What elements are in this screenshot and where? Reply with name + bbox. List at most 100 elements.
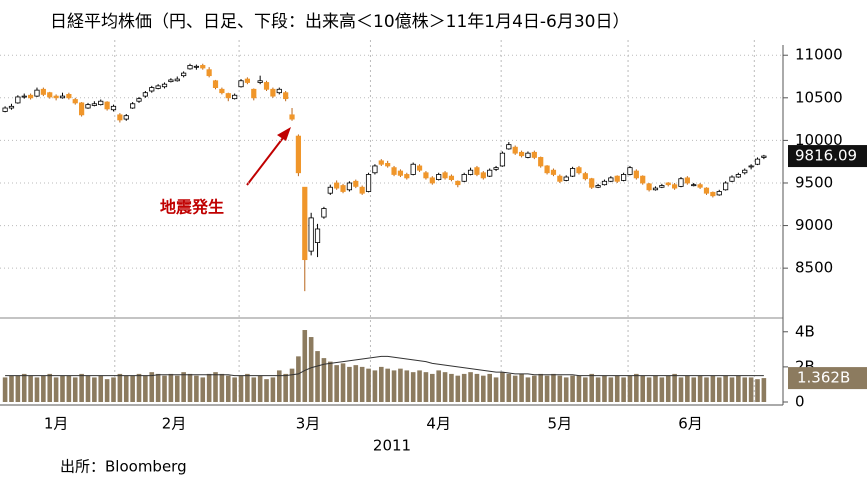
volume-bar bbox=[117, 373, 123, 402]
candle-body bbox=[212, 80, 219, 88]
x-tick-label: 2月 bbox=[162, 415, 187, 433]
arrow-head bbox=[277, 127, 291, 141]
volume-bar bbox=[168, 373, 174, 402]
candle-body bbox=[142, 92, 148, 97]
volume-bar bbox=[608, 377, 614, 402]
volume-bar bbox=[366, 368, 371, 402]
y-tick-label: 11000 bbox=[795, 46, 843, 64]
candle-body bbox=[98, 100, 104, 106]
volume-bar bbox=[308, 337, 314, 402]
volume-bar bbox=[557, 375, 563, 402]
volume-bar bbox=[289, 368, 295, 402]
volume-bar bbox=[423, 372, 429, 402]
candle-body bbox=[723, 182, 729, 191]
candle-body bbox=[117, 114, 123, 121]
candle-body bbox=[614, 175, 620, 182]
volume-bar bbox=[181, 372, 186, 402]
candle-body bbox=[474, 167, 480, 175]
candle-body bbox=[378, 160, 384, 165]
volume-bar bbox=[276, 370, 282, 402]
volume-bar bbox=[270, 377, 276, 402]
candle-body bbox=[499, 152, 506, 167]
volume-bar bbox=[98, 375, 104, 402]
volume-bar bbox=[538, 373, 544, 402]
last-value-label: 1.362B bbox=[797, 369, 850, 387]
candle-body bbox=[66, 94, 72, 99]
volume-bar bbox=[225, 375, 231, 402]
volume-bar bbox=[678, 377, 684, 402]
candle-body bbox=[155, 85, 161, 89]
volume-bar bbox=[602, 375, 607, 402]
candle-body bbox=[506, 144, 512, 150]
candle-body bbox=[538, 157, 544, 167]
volume-bar bbox=[257, 375, 263, 402]
volume-bar bbox=[353, 365, 359, 402]
volume-bar bbox=[41, 375, 46, 402]
volume-bar bbox=[321, 358, 327, 402]
candle-body bbox=[518, 151, 525, 157]
volume-bar bbox=[697, 375, 703, 402]
candle-body bbox=[59, 95, 66, 99]
volume-bar bbox=[410, 372, 416, 402]
volume-bar bbox=[436, 370, 441, 402]
volume-bar bbox=[359, 366, 365, 402]
candle-body bbox=[123, 115, 129, 120]
candle-body bbox=[168, 79, 174, 83]
volume-bar bbox=[79, 373, 84, 402]
candle-body bbox=[448, 175, 455, 180]
volume-bar bbox=[72, 377, 78, 402]
volume-bar bbox=[487, 373, 492, 402]
volume-bar bbox=[729, 377, 735, 402]
candle-body bbox=[754, 158, 761, 165]
volume-bar bbox=[481, 375, 486, 402]
candle-body bbox=[257, 80, 263, 83]
volume-bar bbox=[468, 372, 473, 402]
candle-body bbox=[442, 172, 448, 179]
candle-body bbox=[397, 170, 404, 176]
candle-body bbox=[104, 101, 110, 110]
candle-body bbox=[340, 185, 346, 192]
candle-body bbox=[761, 155, 767, 158]
candle-body bbox=[187, 65, 193, 70]
candle-body bbox=[346, 182, 353, 191]
candle-body bbox=[110, 105, 117, 111]
volume-bar bbox=[742, 377, 748, 402]
volume-bar bbox=[28, 375, 33, 402]
candle-body bbox=[569, 168, 576, 177]
volume-bar bbox=[653, 375, 658, 402]
candle-body bbox=[270, 88, 276, 97]
volume-bar bbox=[716, 377, 722, 402]
volume-bar bbox=[736, 375, 741, 402]
volume-bar bbox=[512, 375, 518, 402]
candle-body bbox=[455, 180, 461, 186]
candle-body bbox=[404, 174, 410, 179]
volume-bar bbox=[9, 375, 14, 402]
candle-body bbox=[251, 88, 257, 99]
candle-body bbox=[385, 162, 391, 167]
volume-bar bbox=[149, 372, 155, 402]
candle-body bbox=[608, 177, 614, 182]
candle-body bbox=[353, 180, 359, 187]
candle-body bbox=[238, 80, 244, 88]
candle-body bbox=[289, 114, 295, 120]
candle-body bbox=[461, 174, 467, 182]
volume-bar bbox=[430, 373, 435, 402]
candle-body bbox=[550, 169, 557, 175]
volume-bar bbox=[315, 351, 320, 402]
volume-bar bbox=[219, 373, 225, 402]
x-tick-label: 1月 bbox=[44, 415, 69, 433]
candle-body bbox=[436, 174, 442, 180]
volume-bar bbox=[506, 373, 512, 402]
candle-body bbox=[557, 175, 563, 182]
volume-bar bbox=[187, 373, 193, 402]
volume-bar bbox=[685, 375, 690, 402]
volume-bar bbox=[347, 366, 352, 402]
candle-body bbox=[512, 146, 518, 154]
volume-bar bbox=[155, 373, 161, 402]
x-tick-label: 6月 bbox=[678, 415, 703, 433]
candle-body bbox=[672, 184, 678, 189]
candle-body bbox=[627, 167, 633, 175]
candle-body bbox=[525, 152, 531, 158]
candle-body bbox=[85, 104, 91, 109]
candle-body bbox=[263, 82, 270, 90]
